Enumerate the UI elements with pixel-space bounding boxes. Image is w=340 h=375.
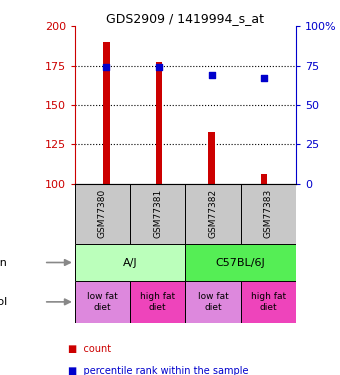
Text: GSM77383: GSM77383 <box>264 189 273 238</box>
Bar <box>208 132 215 184</box>
Text: high fat
diet: high fat diet <box>251 292 286 312</box>
Text: strain: strain <box>0 258 7 267</box>
Text: A/J: A/J <box>123 258 137 267</box>
Title: GDS2909 / 1419994_s_at: GDS2909 / 1419994_s_at <box>106 12 264 25</box>
Bar <box>130 281 185 322</box>
Text: ■  percentile rank within the sample: ■ percentile rank within the sample <box>68 366 249 375</box>
Point <box>104 64 109 70</box>
Bar <box>75 281 130 322</box>
Text: ■  count: ■ count <box>68 344 111 354</box>
Bar <box>75 244 185 281</box>
Bar <box>75 184 130 244</box>
Bar <box>103 42 109 184</box>
Bar <box>241 184 296 244</box>
Bar <box>185 281 241 322</box>
Bar <box>241 281 296 322</box>
Text: GSM77380: GSM77380 <box>98 189 107 238</box>
Bar <box>156 63 162 184</box>
Text: C57BL/6J: C57BL/6J <box>216 258 266 267</box>
Point <box>209 72 214 78</box>
Text: low fat
diet: low fat diet <box>87 292 118 312</box>
Point <box>261 75 267 81</box>
Text: GSM77382: GSM77382 <box>208 189 217 238</box>
Bar <box>261 174 267 184</box>
Bar <box>185 244 296 281</box>
Text: protocol: protocol <box>0 297 7 307</box>
Point <box>156 64 162 70</box>
Text: GSM77381: GSM77381 <box>153 189 162 238</box>
Text: low fat
diet: low fat diet <box>198 292 228 312</box>
Bar <box>130 184 185 244</box>
Bar <box>185 184 241 244</box>
Text: high fat
diet: high fat diet <box>140 292 175 312</box>
